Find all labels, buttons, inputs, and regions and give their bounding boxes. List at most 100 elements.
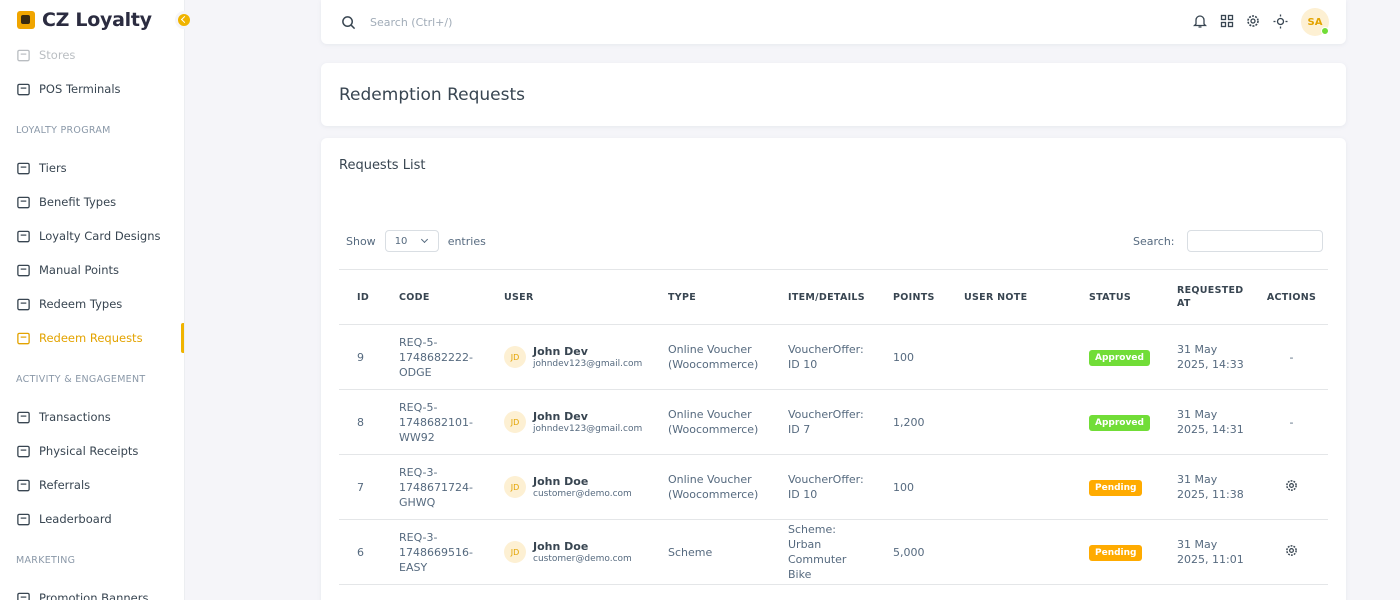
- cell-requested-at: 31 May 2025, 11:01: [1159, 519, 1255, 585]
- table-row: 9 REQ-5-1748682222-ODGE JD John Dev johndev1…: [339, 324, 1328, 390]
- user-name: John Doe: [533, 474, 589, 488]
- nav-item[interactable]: POS Terminals: [0, 72, 184, 106]
- entries-label: entries: [447, 234, 486, 248]
- nav-icon: [17, 196, 30, 208]
- action-settings[interactable]: [1285, 544, 1298, 557]
- user-name: John Doe: [533, 539, 589, 553]
- cell-requested-at: 31 May 2025, 14:33: [1159, 324, 1255, 390]
- user: JD John Dev johndev123@gmail.com: [504, 410, 642, 435]
- nav-label: POS Terminals: [39, 82, 121, 96]
- nav: Stores POS Terminals LOYALTY PROGRAM Tiers B…: [0, 38, 184, 600]
- avatar[interactable]: SA: [1301, 8, 1329, 36]
- cell-status: Approved: [1071, 389, 1159, 455]
- nav-label: Stores: [39, 48, 76, 62]
- nav-icon: [17, 230, 30, 242]
- nav-label: Tiers: [39, 161, 67, 175]
- user-initials: JD: [504, 411, 526, 433]
- user: JD John Dev johndev123@gmail.com: [504, 345, 642, 370]
- table-body: 9 REQ-5-1748682222-ODGE JD John Dev johndev1…: [339, 324, 1328, 585]
- status-badge: Approved: [1089, 349, 1150, 366]
- cell-user-note: [946, 519, 1071, 585]
- nav-item[interactable]: Redeem Types: [0, 287, 184, 321]
- entries-select[interactable]: 10: [384, 230, 439, 252]
- nav-item[interactable]: Benefit Types: [0, 185, 184, 219]
- nav-item[interactable]: Manual Points: [0, 253, 184, 287]
- nav-icon: [17, 298, 30, 310]
- column-header: USER NOTE: [946, 269, 1071, 325]
- nav-item[interactable]: Leaderboard: [0, 502, 184, 536]
- card-title: Requests List: [339, 158, 426, 173]
- search-label: Search:: [1133, 234, 1175, 248]
- search-input[interactable]: Search (Ctrl+/): [370, 15, 453, 29]
- cell-points: 1,200: [875, 389, 946, 455]
- list-card: Requests List Show 10 entries Search: ID…: [321, 138, 1346, 600]
- theme-icon[interactable]: [1273, 14, 1288, 29]
- action-settings[interactable]: [1285, 479, 1298, 492]
- nav-item[interactable]: Referrals: [0, 468, 184, 502]
- cell-points: 100: [875, 324, 946, 390]
- column-header: USER: [486, 269, 650, 325]
- table-search: Search:: [1133, 230, 1323, 252]
- cell-item: VoucherOffer: ID 10: [770, 454, 875, 520]
- page-title: Redemption Requests: [321, 63, 1346, 126]
- cell-code: REQ-3-1748671724-GHWQ: [381, 454, 486, 520]
- column-header: TYPE: [650, 269, 770, 325]
- table-row: 8 REQ-5-1748682101-WW92 JD John Dev johndev1…: [339, 389, 1328, 455]
- cell-actions: -: [1255, 389, 1328, 455]
- nav-section: LOYALTY PROGRAM: [16, 125, 111, 136]
- cell-user-note: [946, 324, 1071, 390]
- cell-item: VoucherOffer: ID 10: [770, 324, 875, 390]
- nav-item[interactable]: Transactions: [0, 400, 184, 434]
- nav-item[interactable]: Tiers: [0, 151, 184, 185]
- user: JD John Doe customer@demo.com: [504, 540, 642, 565]
- nav-label: Promotion Banners: [39, 591, 149, 600]
- nav-item[interactable]: Loyalty Card Designs: [0, 219, 184, 253]
- cell-requested-at: 31 May 2025, 14:31: [1159, 389, 1255, 455]
- cell-points: 100: [875, 454, 946, 520]
- user-email: johndev123@gmail.com: [533, 423, 643, 434]
- cell-user: JD John Doe customer@demo.com: [486, 519, 650, 585]
- cell-type: Online Voucher (Woocommerce): [650, 389, 770, 455]
- nav-section: MARKETING: [16, 555, 76, 566]
- nav-icon: [17, 592, 30, 600]
- user-email: johndev123@gmail.com: [533, 358, 643, 369]
- sidebar-toggle[interactable]: [175, 11, 193, 29]
- show-label: Show: [346, 234, 376, 248]
- status-badge: Pending: [1089, 479, 1143, 496]
- nav-icon: [17, 49, 30, 61]
- search-box[interactable]: [1186, 230, 1323, 252]
- settings-icon[interactable]: [1246, 14, 1260, 28]
- nav-icon: [17, 162, 30, 174]
- cell-actions: -: [1255, 324, 1328, 390]
- status-badge: Approved: [1089, 414, 1150, 431]
- nav-label: Physical Receipts: [39, 444, 139, 458]
- cell-code: REQ-5-1748682222-ODGE: [381, 324, 486, 390]
- nav-icon: [17, 264, 30, 276]
- nav-item[interactable]: Promotion Banners: [0, 581, 184, 600]
- user-text: John Doe customer@demo.com: [533, 475, 632, 500]
- nav-icon: [17, 332, 30, 344]
- notifications-icon[interactable]: [1193, 14, 1207, 29]
- user-email: customer@demo.com: [533, 553, 632, 564]
- nav-icon: [17, 513, 30, 525]
- column-header: STATUS: [1071, 269, 1159, 325]
- cell-points: 5,000: [875, 519, 946, 585]
- brand[interactable]: CZ Loyalty: [0, 0, 184, 40]
- cell-requested-at: 31 May 2025, 11:38: [1159, 454, 1255, 520]
- nav-item[interactable]: Physical Receipts: [0, 434, 184, 468]
- cell-id: 8: [339, 389, 381, 455]
- nav-label: Loyalty Card Designs: [39, 229, 161, 243]
- user-name: John Dev: [533, 409, 588, 423]
- apps-icon[interactable]: [1220, 14, 1234, 28]
- nav-item[interactable]: Stores: [0, 38, 184, 72]
- nav-icon: [17, 445, 30, 457]
- nav-item[interactable]: Redeem Requests: [0, 321, 184, 355]
- header-row: ID CODE USER TYPE ITEM/DETAILS POINTS USER NOT…: [339, 269, 1328, 325]
- user-text: John Dev johndev123@gmail.com: [533, 345, 642, 370]
- nav-label: Manual Points: [39, 263, 119, 277]
- user: JD John Doe customer@demo.com: [504, 475, 642, 500]
- requests-table: ID CODE USER TYPE ITEM/DETAILS POINTS USER NOT…: [339, 269, 1328, 585]
- action-text: -: [1289, 415, 1294, 429]
- brand-name: CZ Loyalty: [42, 9, 152, 31]
